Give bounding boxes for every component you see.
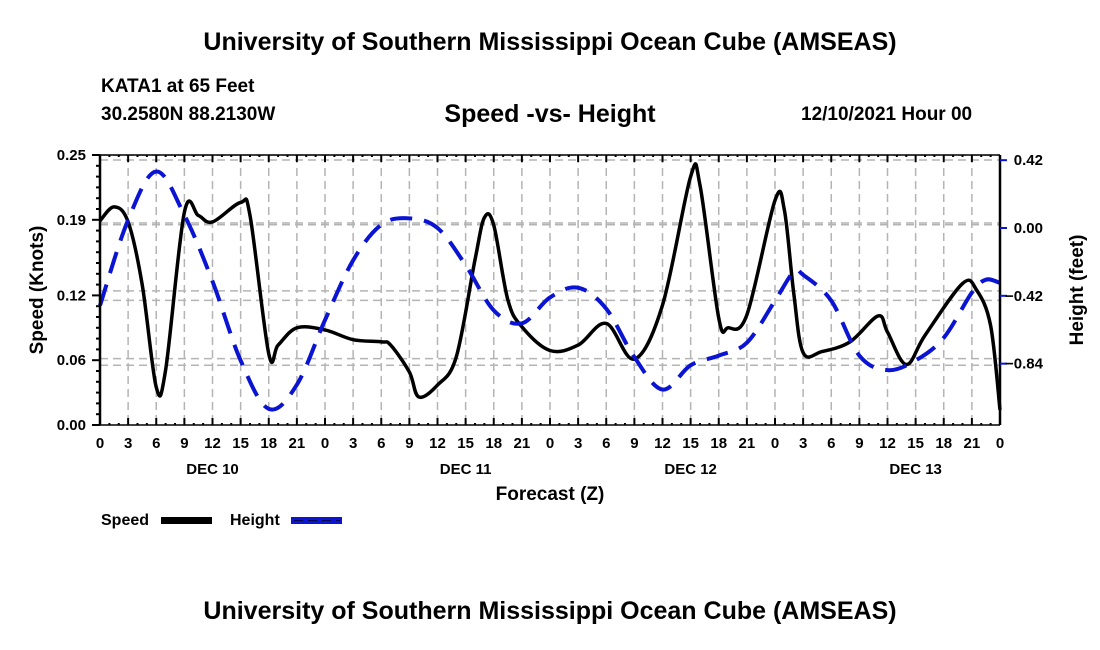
y2-tick-label: −0.42 [1005,288,1043,305]
x-tick-label: 12 [879,435,896,452]
x-tick-label: 0 [996,435,1004,452]
x-tick-label: 15 [457,435,474,452]
day-label: DEC 11 [440,461,492,478]
x-tick-label: 9 [630,435,638,452]
y2-tick-label: 0.42 [1014,152,1043,169]
legend-swatch-speed [161,517,212,524]
series-group [98,162,1002,412]
y2-axis-title: Height (feet) [1067,235,1088,346]
day-label: DEC 12 [664,461,717,478]
y2-tick-label: 0.00 [1014,220,1043,237]
x-tick-label: 21 [514,435,531,452]
x-tick-label: 21 [964,435,981,452]
datetime-label: 12/10/2021 Hour 00 [801,104,973,125]
coordinates-label: 30.2580N 88.2130W [101,104,276,125]
x-tick-label: 21 [739,435,756,452]
y-tick-label: 0.06 [57,352,86,369]
x-tick-label: 18 [485,435,502,452]
x-tick-label: 6 [602,435,610,452]
x-tick-label: 6 [152,435,160,452]
axes [92,154,1007,426]
x-tick-label: 3 [124,435,132,452]
x-tick-label: 6 [827,435,835,452]
footer-title: University of Southern Mississippi Ocean… [203,597,897,625]
x-axis-title: Forecast (Z) [496,484,605,505]
x-tick-label: 3 [574,435,582,452]
main-title: University of Southern Mississippi Ocean… [203,28,897,56]
x-tick-label: 9 [855,435,863,452]
y-tick-label: 0.00 [57,417,86,434]
legend: Speed Height [101,512,342,529]
y-tick-label: 0.12 [57,287,86,304]
x-tick-label: 18 [935,435,952,452]
x-tick-label: 15 [682,435,699,452]
x-tick-label: 15 [907,435,924,452]
legend-label-height: Height [230,512,280,529]
x-tick-label: 9 [180,435,188,452]
chart-subtitle: Speed -vs- Height [444,100,656,128]
legend-label-speed: Speed [101,512,149,529]
x-tick-label: 0 [546,435,554,452]
x-tick-label: 0 [96,435,104,452]
tick-labels: 0 3 6 9 12 15 18 21 0 3 6 9 12 15 18 21 0 3 6 9 12 15 18 21 0 3 6 9… [57,147,1044,478]
x-tick-label: 3 [799,435,807,452]
y-tick-label: 0.19 [57,212,86,229]
x-tick-label: 12 [204,435,221,452]
x-tick-label: 21 [289,435,306,452]
series-line-speed [98,162,1002,411]
x-tick-label: 18 [710,435,727,452]
x-tick-label: 0 [321,435,329,452]
series-line-height [98,169,1001,412]
x-tick-label: 0 [771,435,779,452]
x-tick-label: 9 [405,435,413,452]
day-label: DEC 10 [186,461,239,478]
station-label: KATA1 at 65 Feet [101,76,255,97]
x-tick-label: 15 [232,435,249,452]
y2-tick-label: −0.84 [1005,356,1044,373]
y-tick-label: 0.25 [57,147,86,164]
x-tick-label: 18 [260,435,277,452]
grid [100,154,1000,425]
x-tick-label: 3 [349,435,357,452]
x-tick-label: 12 [654,435,671,452]
x-tick-label: 6 [377,435,385,452]
day-label: DEC 13 [889,461,942,478]
x-tick-label: 12 [429,435,446,452]
y-axis-title: Speed (Knots) [27,226,48,355]
